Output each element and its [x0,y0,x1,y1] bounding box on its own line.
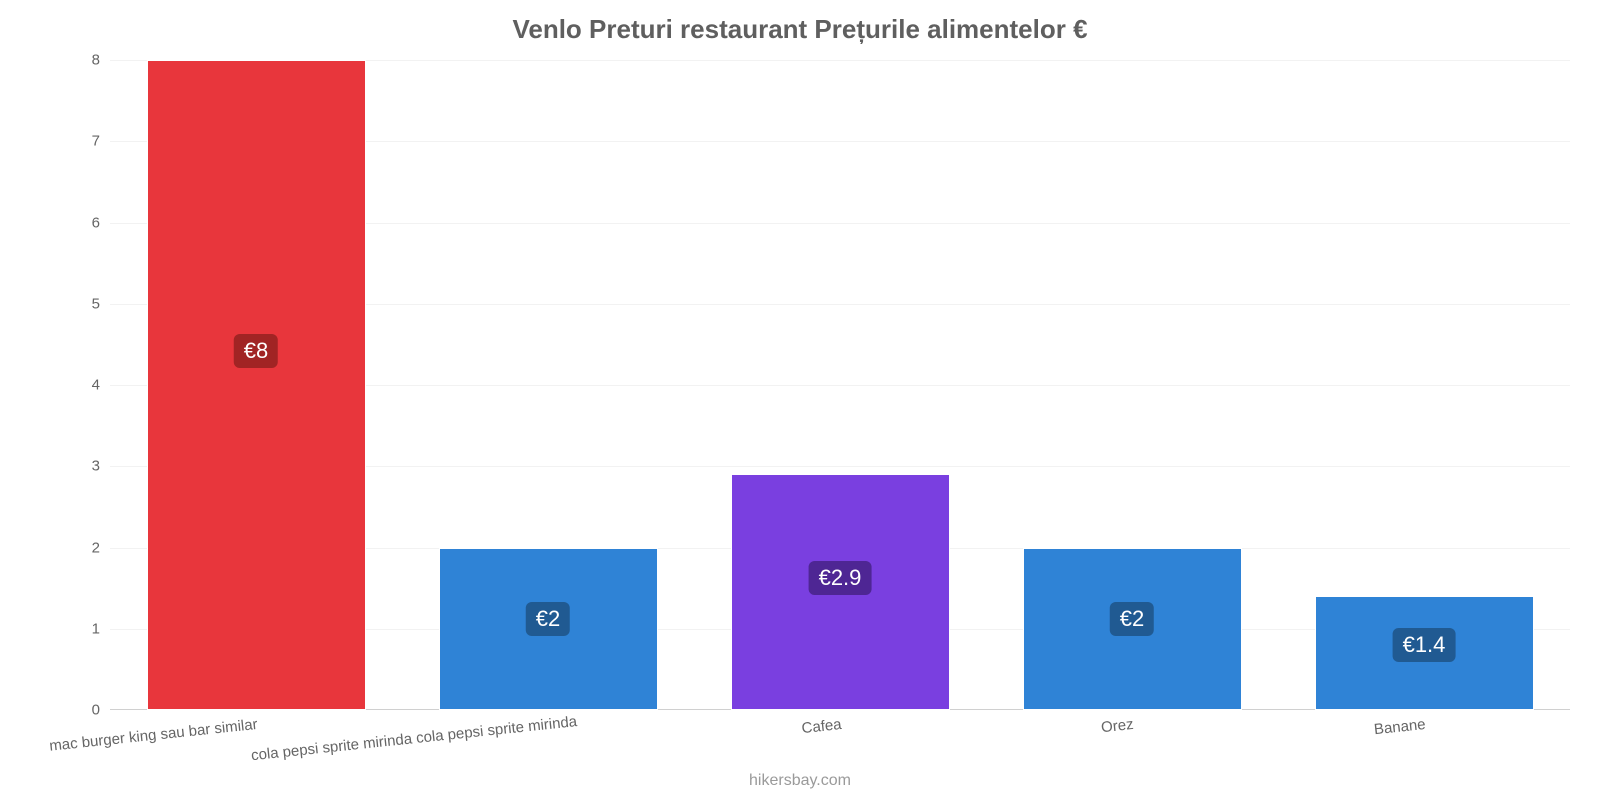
bar: €1.4 [1315,596,1534,710]
bar: €8 [147,60,366,710]
ytick-label: 7 [92,133,110,150]
bar-value-label: €8 [234,334,278,368]
price-chart: Venlo Preturi restaurant Prețurile alime… [0,0,1600,800]
bar-value-label: €1.4 [1393,628,1456,662]
xtick-label: cola pepsi sprite mirinda cola pepsi spr… [250,710,551,764]
ytick-label: 5 [92,295,110,312]
bar-value-label: €2 [1110,602,1154,636]
bar: €2 [439,548,658,711]
bar-value-label: €2.9 [809,561,872,595]
ytick-label: 4 [92,377,110,394]
xtick-label: Banane [1126,710,1427,764]
bar: €2.9 [731,474,950,710]
chart-title: Venlo Preturi restaurant Prețurile alime… [0,0,1600,45]
bar-value-label: €2 [526,602,570,636]
ytick-label: 8 [92,52,110,69]
plot-area: 012345678€8mac burger king sau bar simil… [110,60,1570,710]
ytick-label: 6 [92,214,110,231]
ytick-label: 1 [92,620,110,637]
bar: €2 [1023,548,1242,711]
ytick-label: 2 [92,539,110,556]
chart-footer: hikersbay.com [0,772,1600,790]
ytick-label: 3 [92,458,110,475]
ytick-label: 0 [92,702,110,719]
xtick-label: Cafea [542,710,843,764]
xtick-label: mac burger king sau bar similar [0,710,258,764]
xtick-label: Orez [834,710,1135,764]
